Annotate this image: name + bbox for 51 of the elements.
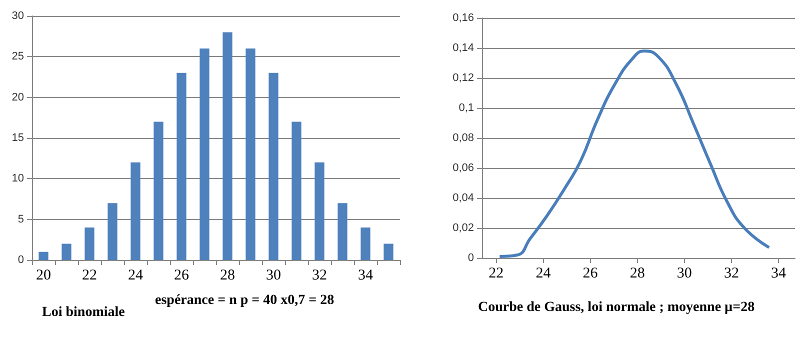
text: Loi binomiale — [42, 305, 125, 321]
x-tick-label: 32 — [724, 266, 739, 282]
bar — [314, 162, 324, 260]
x-tick-label: 24 — [128, 268, 144, 284]
y-tick-label: 0 — [18, 254, 24, 266]
y-tick-label: 0,12 — [452, 72, 474, 84]
bar — [292, 122, 302, 260]
y-tick-label: 25 — [12, 50, 24, 63]
bar — [176, 72, 186, 260]
x-tick-label: 26 — [582, 266, 598, 282]
bar — [130, 162, 140, 260]
y-tick-label: 15 — [12, 132, 24, 144]
x-tick-label: 30 — [676, 266, 692, 282]
y-tick-label: 0,06 — [452, 162, 474, 174]
bar — [154, 122, 164, 260]
bar — [200, 48, 210, 260]
y-tick-label: 20 — [12, 91, 24, 104]
y-tick-label: 0,16 — [452, 12, 474, 24]
x-tick-label: 22 — [82, 268, 97, 284]
bar — [222, 32, 232, 260]
bar — [84, 227, 94, 260]
x-tick-label: 34 — [771, 266, 787, 282]
y-tick-label: 0 — [468, 252, 474, 264]
bar — [268, 72, 278, 260]
y-tick-label: 0,1 — [458, 102, 474, 114]
x-tick-label: 20 — [36, 268, 51, 284]
y-tick-label: 10 — [12, 172, 24, 185]
y-tick-label: 0,04 — [452, 192, 474, 204]
bar — [360, 227, 370, 260]
y-tick-label: 0,14 — [452, 42, 474, 54]
bar — [384, 244, 394, 260]
x-tick-label: 26 — [174, 268, 190, 284]
x-tick-label: 22 — [488, 266, 504, 282]
y-tick-label: 5 — [18, 213, 24, 226]
y-tick-label: 0,08 — [452, 132, 474, 144]
bar — [246, 48, 256, 260]
bar — [108, 203, 118, 260]
x-tick-label: 28 — [220, 268, 235, 284]
x-tick-label: 34 — [358, 268, 374, 284]
bar — [338, 203, 348, 260]
x-tick-label: 30 — [266, 268, 281, 284]
y-tick-label: 30 — [12, 10, 24, 22]
line-series — [498, 50, 771, 258]
x-tick-label: 32 — [312, 268, 327, 284]
bar — [38, 252, 48, 260]
bar — [62, 244, 72, 260]
text: Courbe de Gauss, loi normale ; moyenne µ=28 — [478, 300, 755, 316]
x-tick-label: 28 — [630, 266, 645, 282]
y-tick-label: 0,02 — [452, 222, 474, 234]
x-tick-label: 24 — [536, 266, 552, 282]
text: espérance = n p = 40 x0,7 = 28 — [155, 293, 334, 309]
